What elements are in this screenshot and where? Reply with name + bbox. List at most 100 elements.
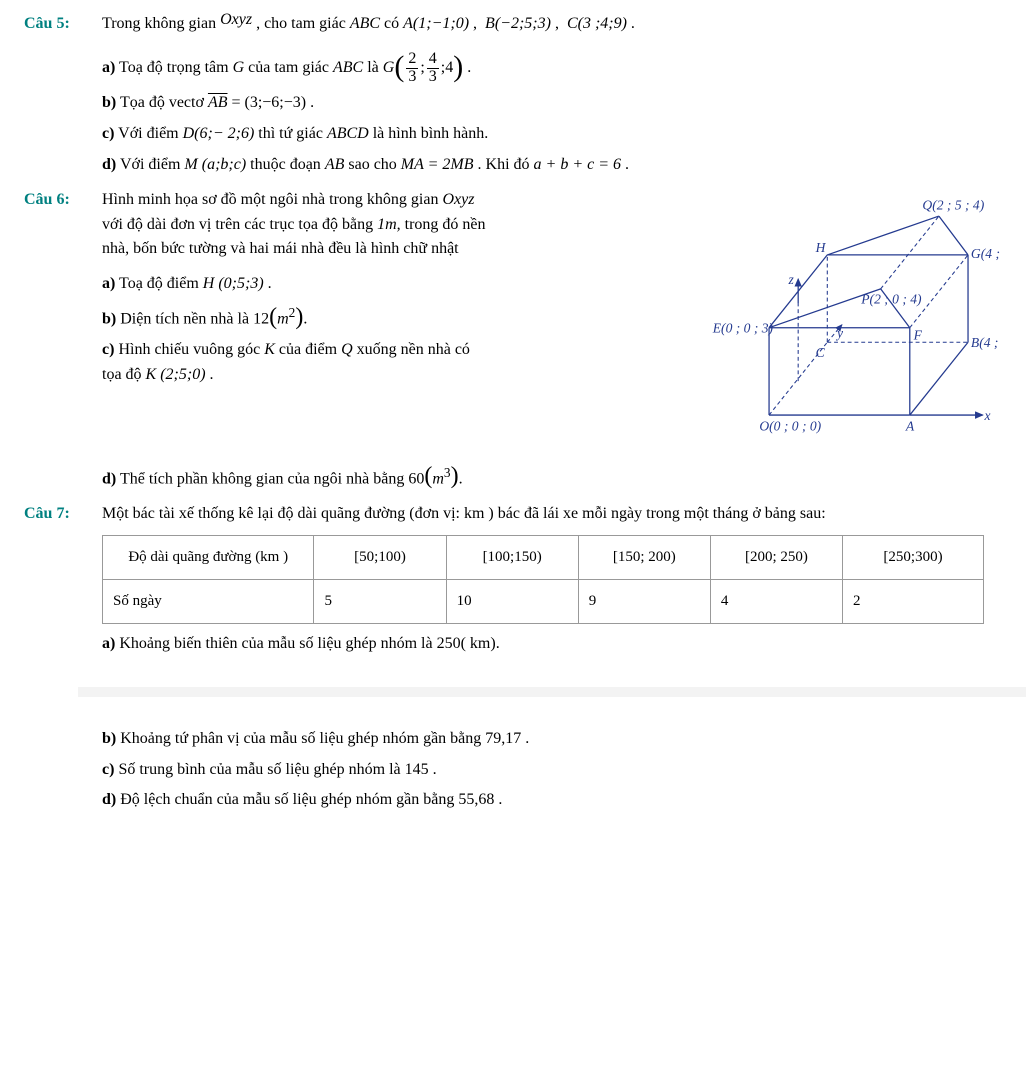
- question-7-label: Câu 7:: [24, 502, 102, 527]
- math: ABCD: [327, 125, 369, 142]
- text: Diện tích nền nhà là: [120, 310, 253, 327]
- q6-line1: Hình minh họa sơ đồ một ngôi nhà trong k…: [102, 188, 662, 213]
- dot: .: [459, 470, 463, 487]
- part-label: a): [102, 635, 115, 652]
- label-o: O(0 ; 0 ; 0): [759, 418, 821, 434]
- point-h: H (0;5;3): [203, 275, 264, 292]
- question-5: Câu 5: Trong không gian Oxyz , cho tam g…: [24, 12, 1002, 184]
- part-label: d): [102, 791, 116, 808]
- table-cell: 9: [578, 579, 710, 623]
- text: của tam giác: [248, 59, 333, 76]
- dot: .: [467, 59, 471, 76]
- text: = (3;−6;−3) .: [231, 94, 314, 111]
- text: là: [367, 59, 383, 76]
- question-7: Câu 7: Một bác tài xế thống kê lại độ dà…: [24, 502, 1002, 819]
- part-label: c): [102, 341, 114, 358]
- point-k: K (2;5;0): [146, 366, 206, 383]
- label-p: P(2 ; 0 ; 4): [860, 291, 922, 307]
- math: G: [383, 59, 395, 76]
- text: . Khi đó: [478, 156, 534, 173]
- dot: .: [625, 156, 629, 173]
- table-cell: [100;150): [446, 535, 578, 579]
- part-label: d): [102, 156, 116, 173]
- point-a: A(1;−1;0): [403, 15, 469, 32]
- text: tọa độ: [102, 366, 146, 383]
- figure-svg: Q(2 ; 5 ; 4) G(4 ; 5 ; 3) P(2 ; 0 ; 4) B…: [672, 188, 1002, 448]
- text: trong đó nền: [405, 216, 486, 233]
- num: 4: [427, 51, 439, 69]
- question-7-body: Một bác tài xế thống kê lại độ dài quãng…: [102, 502, 1002, 819]
- label-g: G(4 ; 5 ; 3): [971, 246, 1002, 262]
- label-b: B(4 ; 5 ; 0): [971, 335, 1002, 351]
- label-e: E(0 ; 0 ; 3): [712, 320, 774, 336]
- table-cell: [200; 250): [710, 535, 842, 579]
- text: Số trung bình của mẫu số liệu ghép nhóm …: [118, 761, 436, 778]
- question-6: Câu 6: Hình minh họa sơ đồ một ngôi nhà …: [24, 188, 1002, 498]
- math: K: [264, 341, 275, 358]
- text: của điểm: [279, 341, 341, 358]
- text: sao cho: [348, 156, 400, 173]
- den: 3: [406, 69, 418, 86]
- math: G: [233, 59, 245, 76]
- text: Hình chiếu vuông góc: [118, 341, 264, 358]
- table-cell: Độ dài quãng đường (km ): [103, 535, 314, 579]
- table-cell: 5: [314, 579, 446, 623]
- question-6-label: Câu 6:: [24, 188, 102, 213]
- q6-line2: với độ dài đơn vị trên các trục tọa độ b…: [102, 213, 662, 238]
- math: MA = 2MB: [401, 156, 474, 173]
- q7-part-d: d) Độ lệch chuẩn của mẫu số liệu ghép nh…: [102, 788, 1002, 813]
- point-m: M (a;b;c): [184, 156, 246, 173]
- table-cell: [250;300): [843, 535, 984, 579]
- table-cell: Số ngày: [103, 579, 314, 623]
- label-y: y: [835, 325, 844, 340]
- sep: ,: [473, 15, 477, 32]
- text: Độ lệch chuẩn của mẫu số liệu ghép nhóm …: [120, 791, 502, 808]
- dot: .: [268, 275, 272, 292]
- q6-line3: nhà, bốn bức tường và hai mái nhà đều là…: [102, 237, 662, 262]
- text: Toạ độ trọng tâm: [119, 59, 233, 76]
- label-c: C: [816, 345, 826, 360]
- label-x: x: [984, 408, 991, 423]
- part-label: c): [102, 761, 114, 778]
- q5-part-c: c) Với điểm D(6;− 2;6) thì tứ giác ABCD …: [102, 122, 1002, 147]
- sup: 2: [289, 305, 296, 320]
- table-cell: 10: [446, 579, 578, 623]
- part-label: c): [102, 125, 114, 142]
- math: AB: [325, 156, 345, 173]
- question-5-body: Trong không gian Oxyz , cho tam giác ABC…: [102, 12, 1002, 184]
- text: Tọa độ vectơ: [120, 94, 208, 111]
- part-label: b): [102, 310, 116, 327]
- q6-part-a: a) Toạ độ điểm H (0;5;3) .: [102, 272, 662, 297]
- table-row: Độ dài quãng đường (km ) [50;100) [100;1…: [103, 535, 984, 579]
- point-c: C(3 ;4;9): [567, 15, 627, 32]
- q5-intro: Trong không gian Oxyz , cho tam giác ABC…: [102, 12, 1002, 37]
- text: thuộc đoạn: [250, 156, 325, 173]
- part-label: a): [102, 275, 115, 292]
- q7-table: Độ dài quãng đường (km ) [50;100) [100;1…: [102, 535, 984, 625]
- text: xuống nền nhà có: [357, 341, 470, 358]
- q5-part-a: a) Toạ độ trọng tâm G của tam giác ABC l…: [102, 51, 1002, 86]
- q5-part-b: b) Tọa độ vectơ AB = (3;−6;−3) .: [102, 91, 1002, 116]
- text: Với điểm: [118, 125, 182, 142]
- value: 12: [253, 310, 269, 327]
- text: Khoảng tứ phân vị của mẫu số liệu ghép n…: [120, 730, 529, 747]
- part-label: d): [102, 470, 116, 487]
- text: Trong không gian: [102, 15, 220, 32]
- fraction: 23: [406, 51, 418, 86]
- den: 3: [427, 69, 439, 86]
- text: ;4: [441, 59, 453, 76]
- q6-part-b: b) Diện tích nền nhà là 12(m2).: [102, 303, 662, 332]
- text: với độ dài đơn vị trên các trục tọa độ b…: [102, 216, 377, 233]
- table-cell: [150; 200): [578, 535, 710, 579]
- math: ABC: [333, 59, 363, 76]
- fraction: 43: [427, 51, 439, 86]
- table-cell: 4: [710, 579, 842, 623]
- figure-house: Q(2 ; 5 ; 4) G(4 ; 5 ; 3) P(2 ; 0 ; 4) B…: [672, 188, 1002, 457]
- vector-ab: AB: [208, 94, 228, 111]
- q7-part-c: c) Số trung bình của mẫu số liệu ghép nh…: [102, 758, 1002, 783]
- page-gap: [78, 687, 1026, 697]
- question-5-label: Câu 5:: [24, 12, 102, 37]
- label-f: F: [913, 327, 923, 342]
- num: 2: [406, 51, 418, 69]
- q6-part-c: c) Hình chiếu vuông góc K của điểm Q xuố…: [102, 338, 662, 388]
